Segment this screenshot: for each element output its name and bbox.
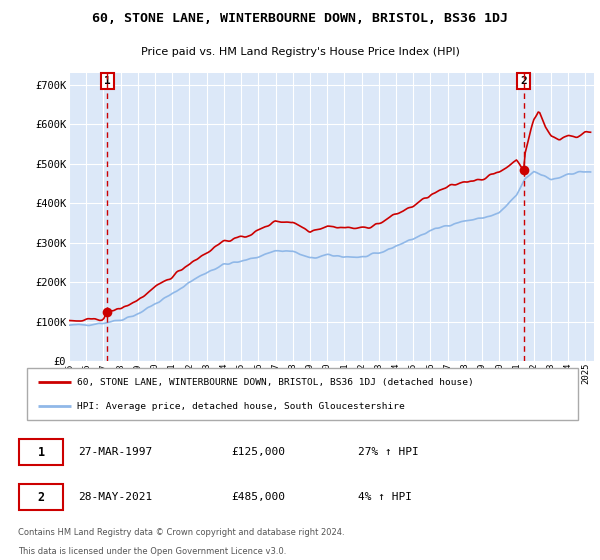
Text: £485,000: £485,000 [231, 492, 285, 502]
Text: 1: 1 [104, 76, 111, 86]
Text: 27-MAR-1997: 27-MAR-1997 [78, 447, 152, 457]
Text: 4% ↑ HPI: 4% ↑ HPI [358, 492, 412, 502]
Text: 2: 2 [38, 491, 45, 503]
Text: 60, STONE LANE, WINTERBOURNE DOWN, BRISTOL, BS36 1DJ: 60, STONE LANE, WINTERBOURNE DOWN, BRIST… [92, 12, 508, 25]
Text: HPI: Average price, detached house, South Gloucestershire: HPI: Average price, detached house, Sout… [77, 402, 405, 411]
FancyBboxPatch shape [27, 368, 578, 420]
Text: 28-MAY-2021: 28-MAY-2021 [78, 492, 152, 502]
FancyBboxPatch shape [19, 439, 62, 465]
Text: Contains HM Land Registry data © Crown copyright and database right 2024.: Contains HM Land Registry data © Crown c… [18, 528, 344, 537]
Text: Price paid vs. HM Land Registry's House Price Index (HPI): Price paid vs. HM Land Registry's House … [140, 48, 460, 58]
Text: 60, STONE LANE, WINTERBOURNE DOWN, BRISTOL, BS36 1DJ (detached house): 60, STONE LANE, WINTERBOURNE DOWN, BRIST… [77, 377, 474, 386]
Text: This data is licensed under the Open Government Licence v3.0.: This data is licensed under the Open Gov… [18, 547, 286, 556]
Text: £125,000: £125,000 [231, 447, 285, 457]
FancyBboxPatch shape [19, 484, 62, 510]
Text: 27% ↑ HPI: 27% ↑ HPI [358, 447, 418, 457]
Text: 2: 2 [520, 76, 527, 86]
Text: 1: 1 [38, 446, 45, 459]
